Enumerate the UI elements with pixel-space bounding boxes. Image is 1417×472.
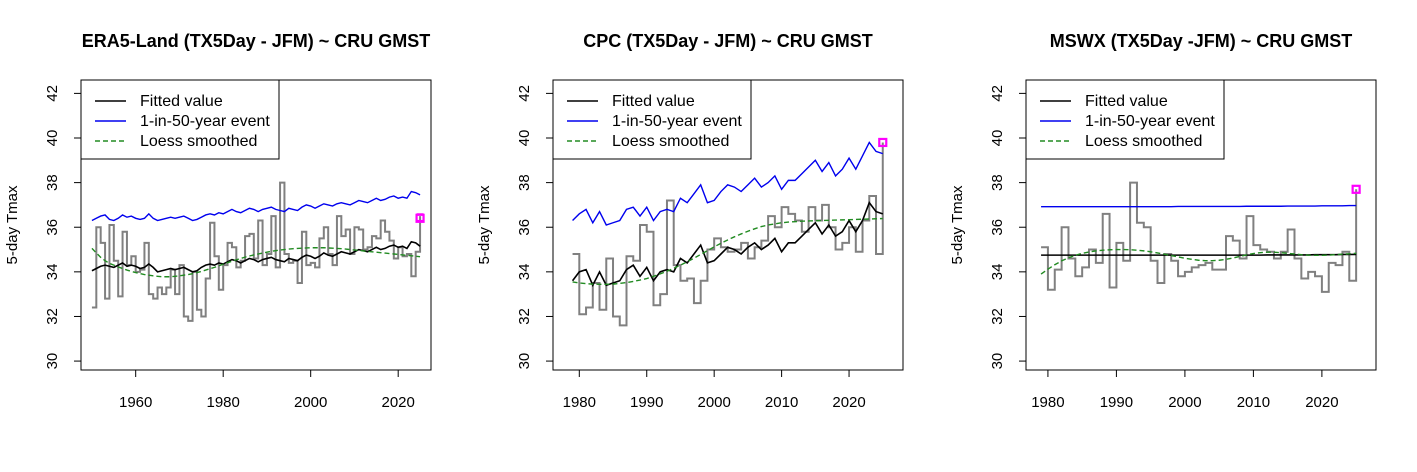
chart-title: CPC (TX5Day - JFM) ~ CRU GMST [583, 31, 873, 51]
y-tick-label: 42 [44, 85, 61, 102]
x-tick-label: 1990 [1100, 394, 1133, 411]
y-tick-label: 40 [44, 130, 61, 147]
legend-entry: 1-in-50-year event [1085, 113, 1215, 130]
chart-title: ERA5-Land (TX5Day - JFM) ~ CRU GMST [82, 31, 431, 51]
y-tick-label: 34 [44, 264, 61, 281]
legend-box [552, 79, 752, 160]
y-tick-label: 34 [516, 264, 533, 281]
y-tick-label: 40 [989, 130, 1006, 147]
y-tick-label: 30 [989, 353, 1006, 370]
legend-entry: Fitted value [1085, 93, 1168, 110]
y-tick-label: 34 [989, 264, 1006, 281]
legend-box [80, 79, 280, 160]
x-tick-label: 2010 [765, 394, 798, 411]
x-tick-label: 2000 [294, 394, 327, 411]
y-tick-label: 36 [989, 219, 1006, 236]
series-observed [572, 142, 884, 327]
y-tick-label: 30 [516, 353, 533, 370]
x-tick-label: 2010 [1237, 394, 1270, 411]
x-tick-label: 1980 [563, 394, 596, 411]
series-1-in-50-year-event [572, 141, 883, 226]
x-tick-label: 1990 [630, 394, 663, 411]
series-fitted-value [571, 201, 884, 288]
series-1-in-50-year-event [1041, 204, 1357, 208]
legend-entry: Loess smoothed [1085, 133, 1202, 150]
x-tick-label: 2020 [832, 394, 865, 411]
chart-panel-1: ERA5-Land (TX5Day - JFM) ~ CRU GMST 5-day… [4, 31, 432, 411]
legend-box [1025, 79, 1225, 160]
y-tick-label: 42 [989, 85, 1006, 102]
x-tick-label: 1980 [207, 394, 240, 411]
y-tick-label: 38 [44, 174, 61, 191]
chart-title: MSWX (TX5Day -JFM) ~ CRU GMST [1050, 31, 1353, 51]
series-loess-smoothed [1040, 248, 1357, 275]
x-tick-label: 1960 [119, 394, 152, 411]
y-tick-label: 32 [989, 308, 1006, 325]
series-loess-smoothed [91, 247, 421, 278]
event-marker [415, 213, 425, 223]
y-axis-label: 5-day Tmax [4, 185, 21, 264]
legend-entry: 1-in-50-year event [612, 113, 742, 130]
legend-entry: Fitted value [140, 93, 223, 110]
y-tick-label: 30 [44, 353, 61, 370]
y-tick-label: 38 [989, 174, 1006, 191]
y-tick-label: 42 [516, 85, 533, 102]
chart-panel-3: MSWX (TX5Day -JFM) ~ CRU GMST 5-day Tmax 1… [949, 31, 1377, 411]
y-axis-label: 5-day Tmax [476, 185, 493, 264]
series-observed [91, 181, 422, 322]
series-loess-smoothed [572, 217, 883, 286]
y-tick-label: 32 [44, 308, 61, 325]
series-observed [1041, 181, 1358, 293]
legend-entry: Loess smoothed [140, 133, 257, 150]
series-1-in-50-year-event [91, 190, 421, 222]
y-tick-label: 36 [516, 219, 533, 236]
series-fitted-value [91, 240, 421, 273]
y-tick-label: 32 [516, 308, 533, 325]
x-tick-label: 2000 [1168, 394, 1201, 411]
legend-entry: Loess smoothed [612, 133, 729, 150]
y-tick-label: 38 [516, 174, 533, 191]
x-tick-label: 2020 [382, 394, 415, 411]
y-tick-label: 40 [516, 130, 533, 147]
x-tick-label: 1980 [1031, 394, 1064, 411]
y-tick-label: 36 [44, 219, 61, 236]
x-tick-label: 2000 [697, 394, 730, 411]
series-fitted-value [1041, 253, 1357, 256]
y-axis-label: 5-day Tmax [949, 185, 966, 264]
legend-entry: 1-in-50-year event [140, 113, 270, 130]
chart-panel-2: CPC (TX5Day - JFM) ~ CRU GMST 5-day Tmax 1… [476, 31, 904, 411]
legend-entry: Fitted value [612, 93, 695, 110]
x-tick-label: 2020 [1305, 394, 1338, 411]
